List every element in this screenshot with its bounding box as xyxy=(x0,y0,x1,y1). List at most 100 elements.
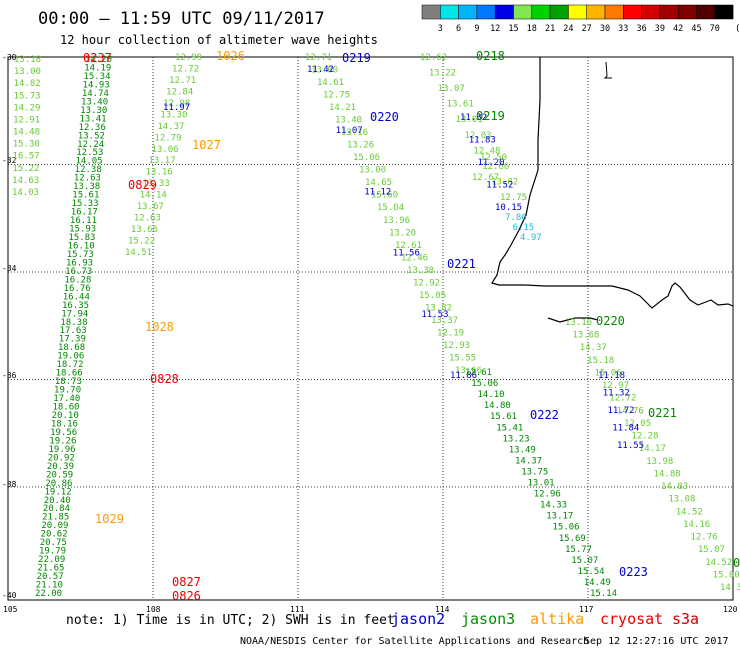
swh-value: 14.48 xyxy=(13,128,40,138)
swh-value: 13.96 xyxy=(383,216,410,226)
swh-value: 20.59 xyxy=(46,470,73,480)
swh-value: 13.01 xyxy=(456,115,483,125)
swh-value: 12.63 xyxy=(134,214,161,224)
swh-value: 15.77 xyxy=(565,545,592,555)
island xyxy=(603,61,612,79)
swh-value: 18.72 xyxy=(56,360,83,370)
swh-value: 12.66 xyxy=(482,162,509,172)
pass-time-label: 1028 xyxy=(145,320,174,334)
swh-value: 14.65 xyxy=(365,178,392,188)
swh-value: 19.06 xyxy=(57,352,84,362)
swh-value: 11.52 xyxy=(486,181,513,191)
swh-value: 11.83 xyxy=(469,136,496,146)
swh-value: 11.20 xyxy=(478,158,505,168)
swh-value: 12.50 xyxy=(480,153,507,163)
swh-value: 17.94 xyxy=(61,309,88,319)
swh-value: 11.18 xyxy=(598,371,625,381)
pass-time-label: 0828 xyxy=(150,372,179,386)
swh-value: 20.57 xyxy=(37,572,64,582)
swh-value: 13.30 xyxy=(160,110,187,120)
lat-label: -30 xyxy=(2,53,17,62)
swh-value: 16.28 xyxy=(64,275,91,285)
swh-value: 12.72 xyxy=(172,64,199,74)
swh-value: 11.84 xyxy=(612,424,639,434)
swh-value: 13.52 xyxy=(78,131,105,141)
pass-time-label: 0223 xyxy=(619,565,648,579)
swh-value: 15.22 xyxy=(12,164,39,174)
scale-label: 24 xyxy=(563,24,573,34)
scale-swatch xyxy=(714,4,734,20)
swh-value: 13.17 xyxy=(546,512,573,522)
swh-value: 17.40 xyxy=(53,394,80,404)
swh-value: 15.83 xyxy=(68,233,95,243)
page-subtitle: 12 hour collection of altimeter wave hei… xyxy=(60,33,378,47)
swh-value: 11.53 xyxy=(421,310,448,320)
swh-value: 15.00 xyxy=(713,570,740,580)
pass-time-label: 1026 xyxy=(216,49,245,63)
swh-value: 13.37 xyxy=(431,316,458,326)
pass-time-label: 0221 xyxy=(447,257,476,271)
swh-value: 13.40 xyxy=(81,97,108,107)
swh-value: 13.41 xyxy=(79,114,106,124)
swh-value: 19.79 xyxy=(39,547,66,557)
swh-value: 14.10 xyxy=(478,390,505,400)
swh-value: 12.98 xyxy=(163,99,190,109)
footer-timestamp: Sep 12 12:27:16 UTC 2017 xyxy=(584,636,729,647)
swh-value: 11.32 xyxy=(603,389,630,399)
legend-jason2: jason2 xyxy=(391,610,445,628)
pass-time-label: 0221 xyxy=(648,406,677,420)
scale-swatch xyxy=(604,4,624,20)
swh-value: 14.63 xyxy=(12,176,39,186)
pass-time-label: 1029 xyxy=(95,512,124,526)
swh-value: 14.03 xyxy=(12,188,39,198)
swh-value: 13.75 xyxy=(521,467,548,477)
swh-value: 13.17 xyxy=(149,156,176,166)
scale-swatch xyxy=(531,4,551,20)
swh-value: 13.66 xyxy=(131,225,158,235)
swh-value: 20.75 xyxy=(40,538,67,548)
swh-value: 14.51 xyxy=(125,248,152,258)
coastline xyxy=(491,57,734,323)
swh-value: 20.84 xyxy=(43,504,70,514)
legend-jason3: jason3 xyxy=(461,610,515,628)
pass-time-label: 0826 xyxy=(172,589,201,603)
swh-value: 12.79 xyxy=(154,133,181,143)
scale-swatch xyxy=(476,4,496,20)
swh-value: 11.42 xyxy=(307,65,334,75)
swh-value: 15.73 xyxy=(13,91,40,101)
swh-value: 16.57 xyxy=(13,152,40,162)
swh-value: 7.86 xyxy=(505,213,527,223)
map-frame xyxy=(7,56,734,601)
scale-label: 6 xyxy=(456,24,461,34)
swh-value: 14.37 xyxy=(157,122,184,132)
swh-value: 18.60 xyxy=(52,403,79,413)
swh-value: 12.75 xyxy=(323,91,350,101)
swh-value: 16.10 xyxy=(68,241,95,251)
swh-value: 14.37 xyxy=(580,343,607,353)
lat-label: -38 xyxy=(2,480,17,489)
swh-value: 13.16 xyxy=(341,128,368,138)
swh-value: 19.56 xyxy=(50,428,77,438)
swh-value: 15.06 xyxy=(595,368,622,378)
scale-label: 70 xyxy=(710,24,720,34)
swh-value: 16.73 xyxy=(65,267,92,277)
swh-value: 12.99 xyxy=(175,53,202,63)
swh-value: 12.91 xyxy=(13,115,40,125)
swh-value: 12.71 xyxy=(305,53,332,63)
swh-value: 21.85 xyxy=(42,513,69,523)
swh-value: 15.06 xyxy=(471,379,498,389)
swh-value: 14.74 xyxy=(82,89,109,99)
scale-swatch xyxy=(549,4,569,20)
swh-value: 12.36 xyxy=(79,123,106,133)
swh-value: 12.62 xyxy=(420,53,447,63)
swh-value: 18.73 xyxy=(55,377,82,387)
scale-label: 30 xyxy=(600,24,610,34)
swh-value: 11.12 xyxy=(364,187,391,197)
swh-value: 18.16 xyxy=(51,419,78,429)
lat-label: -36 xyxy=(2,371,17,380)
pass-time-label: 0219 xyxy=(342,51,371,65)
swh-value: 15.07 xyxy=(571,556,598,566)
lon-label: 108 xyxy=(146,605,161,614)
grid-lines xyxy=(8,57,733,600)
